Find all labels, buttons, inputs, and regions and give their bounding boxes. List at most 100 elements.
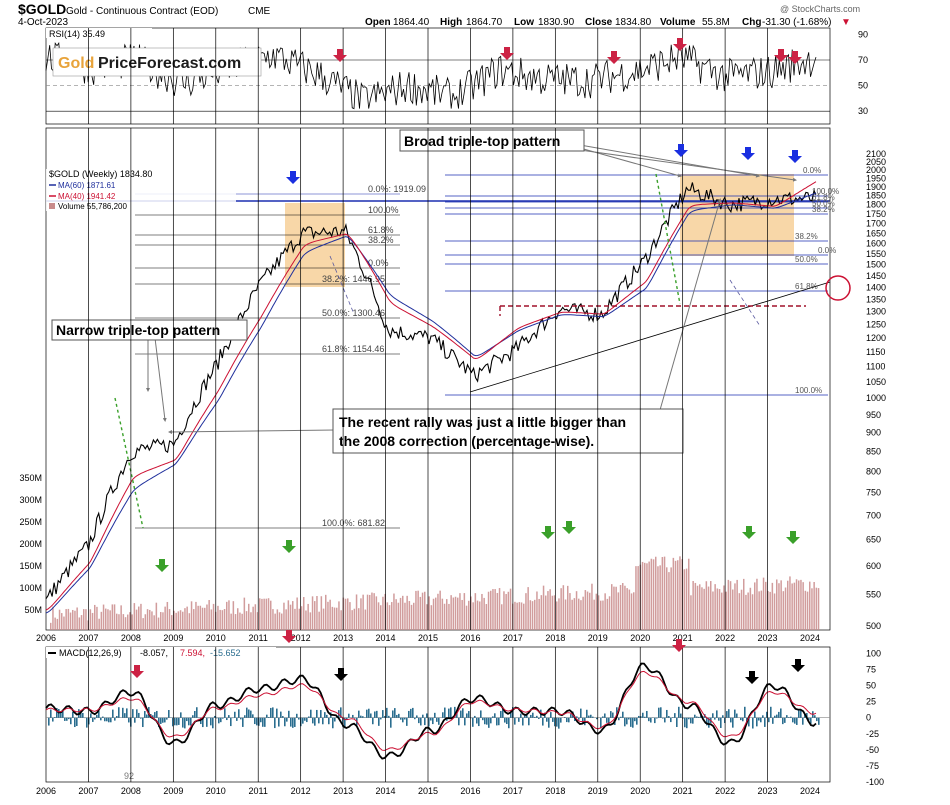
- volume-bar: [303, 597, 305, 630]
- macd-hist-bar: [432, 718, 434, 724]
- macd-hist-bar: [588, 716, 590, 718]
- price-tick-label: 1800: [866, 200, 886, 210]
- macd-hist-bar: [500, 711, 502, 718]
- macd-hist-bar: [302, 718, 304, 724]
- volume-bar: [186, 607, 188, 630]
- price-tick-label: 1600: [866, 238, 886, 248]
- volume-bar: [699, 584, 701, 630]
- macd-hist-bar: [90, 713, 92, 717]
- price-tick-label: 1150: [866, 347, 885, 357]
- close-label: Close: [585, 17, 613, 28]
- macd-hist-bar: [566, 718, 568, 722]
- macd-hist-bar: [564, 717, 566, 718]
- volume-bar: [778, 583, 780, 630]
- macd-hist-bar: [290, 718, 292, 727]
- macd-hist-bar: [728, 709, 730, 718]
- volume-bar: [219, 610, 221, 630]
- volume-bar: [120, 605, 122, 630]
- macd-hist-bar: [782, 718, 784, 724]
- fib-label-2020: 50.0%: [795, 255, 818, 264]
- volume-bar: [358, 608, 360, 630]
- volume-bar: [248, 604, 250, 630]
- macd-hist-bar: [482, 718, 484, 720]
- volume-bar: [556, 601, 558, 630]
- fib-label-2008: 100.0%: 681.82: [322, 518, 385, 528]
- volume-bar: [560, 588, 562, 630]
- volume-bar: [371, 593, 373, 630]
- macd-hist-bar: [740, 718, 742, 720]
- volume-bar: [569, 593, 571, 630]
- macd-hist-bar: [358, 711, 360, 718]
- volume-bar: [468, 601, 470, 630]
- volume-bar: [433, 599, 435, 630]
- volume-bar: [76, 607, 78, 630]
- volume-bar: [72, 610, 74, 630]
- volume-bar: [285, 609, 287, 630]
- volume-bar: [541, 595, 543, 630]
- macd-hist-bar: [620, 717, 622, 718]
- volume-bar: [613, 587, 615, 630]
- macd-hist-bar: [110, 718, 112, 723]
- volume-bar: [750, 588, 752, 630]
- macd-hist-bar: [586, 710, 588, 718]
- macd-hist-bar: [624, 718, 626, 727]
- x-tick-label: 2007: [78, 633, 98, 643]
- macd-hist-bar: [494, 713, 496, 717]
- macd-hist-bar: [348, 714, 350, 718]
- volume-bar: [314, 601, 316, 630]
- macd-hist-bar: [530, 715, 532, 718]
- volume-bar: [752, 594, 754, 630]
- macd-hist-bar: [174, 718, 176, 726]
- volume-bar: [593, 600, 595, 630]
- macd-hist-bar: [654, 718, 656, 723]
- volume-bar: [323, 609, 325, 630]
- x-tick-label: 2017: [503, 786, 523, 796]
- macd-hist-bar: [72, 712, 74, 718]
- macd-hist-bar: [458, 718, 460, 726]
- volume-bar: [809, 582, 811, 630]
- volume-bar: [158, 618, 160, 630]
- volume-bar: [448, 604, 450, 630]
- volume-tick-label: 50M: [24, 605, 42, 615]
- macd-hist-bar: [758, 718, 760, 721]
- macd-hist-bar: [678, 707, 680, 718]
- macd-hist-bar: [168, 710, 170, 718]
- volume-bar: [437, 594, 439, 630]
- volume-bar: [259, 598, 261, 630]
- volume-bar: [494, 589, 496, 630]
- macd-hist-bar: [274, 718, 276, 728]
- macd-hist-bar: [354, 718, 356, 719]
- macd-hist-bar: [316, 710, 318, 718]
- volume-bar: [519, 602, 521, 630]
- macd-hist-bar: [542, 718, 544, 726]
- volume-bar: [299, 609, 301, 630]
- macd-hist-bar: [96, 715, 98, 718]
- volume-bar: [336, 608, 338, 630]
- volume-bar: [492, 589, 494, 630]
- macd-tick-label: 50: [866, 681, 876, 691]
- fib-label-2020: 38.2%: [812, 205, 835, 214]
- volume-bar: [334, 608, 336, 630]
- volume-bar: [589, 593, 591, 630]
- x-tick-label: 2018: [545, 786, 565, 796]
- volume-bar: [365, 610, 367, 630]
- volume-bar: [233, 601, 235, 630]
- macd-hist-bar: [124, 713, 126, 718]
- macd-hist-bar: [154, 712, 156, 718]
- volume-bar: [235, 614, 237, 630]
- volume-bar: [651, 559, 653, 630]
- volume-bar: [686, 569, 688, 630]
- volume-bar: [666, 567, 668, 630]
- macd-hist-bar: [362, 716, 364, 718]
- x-tick-label: 2009: [163, 633, 183, 643]
- volume-bar: [246, 611, 248, 630]
- chg-down-icon: ▼: [841, 17, 851, 28]
- volume-bar: [497, 593, 499, 630]
- volume-bar: [794, 583, 796, 630]
- x-tick-label: 2015: [418, 786, 438, 796]
- macd-hist-bar: [402, 718, 404, 723]
- volume-bar: [316, 596, 318, 630]
- macd-hist-bar: [296, 714, 298, 718]
